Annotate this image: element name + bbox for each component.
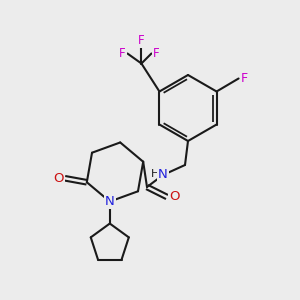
Text: F: F [119, 47, 126, 60]
Text: N: N [158, 167, 168, 181]
Text: N: N [105, 195, 115, 208]
Text: F: F [138, 34, 145, 47]
Text: H: H [151, 169, 159, 179]
Text: F: F [153, 47, 160, 60]
Text: F: F [241, 72, 248, 85]
Text: O: O [54, 172, 64, 185]
Text: O: O [169, 190, 179, 203]
